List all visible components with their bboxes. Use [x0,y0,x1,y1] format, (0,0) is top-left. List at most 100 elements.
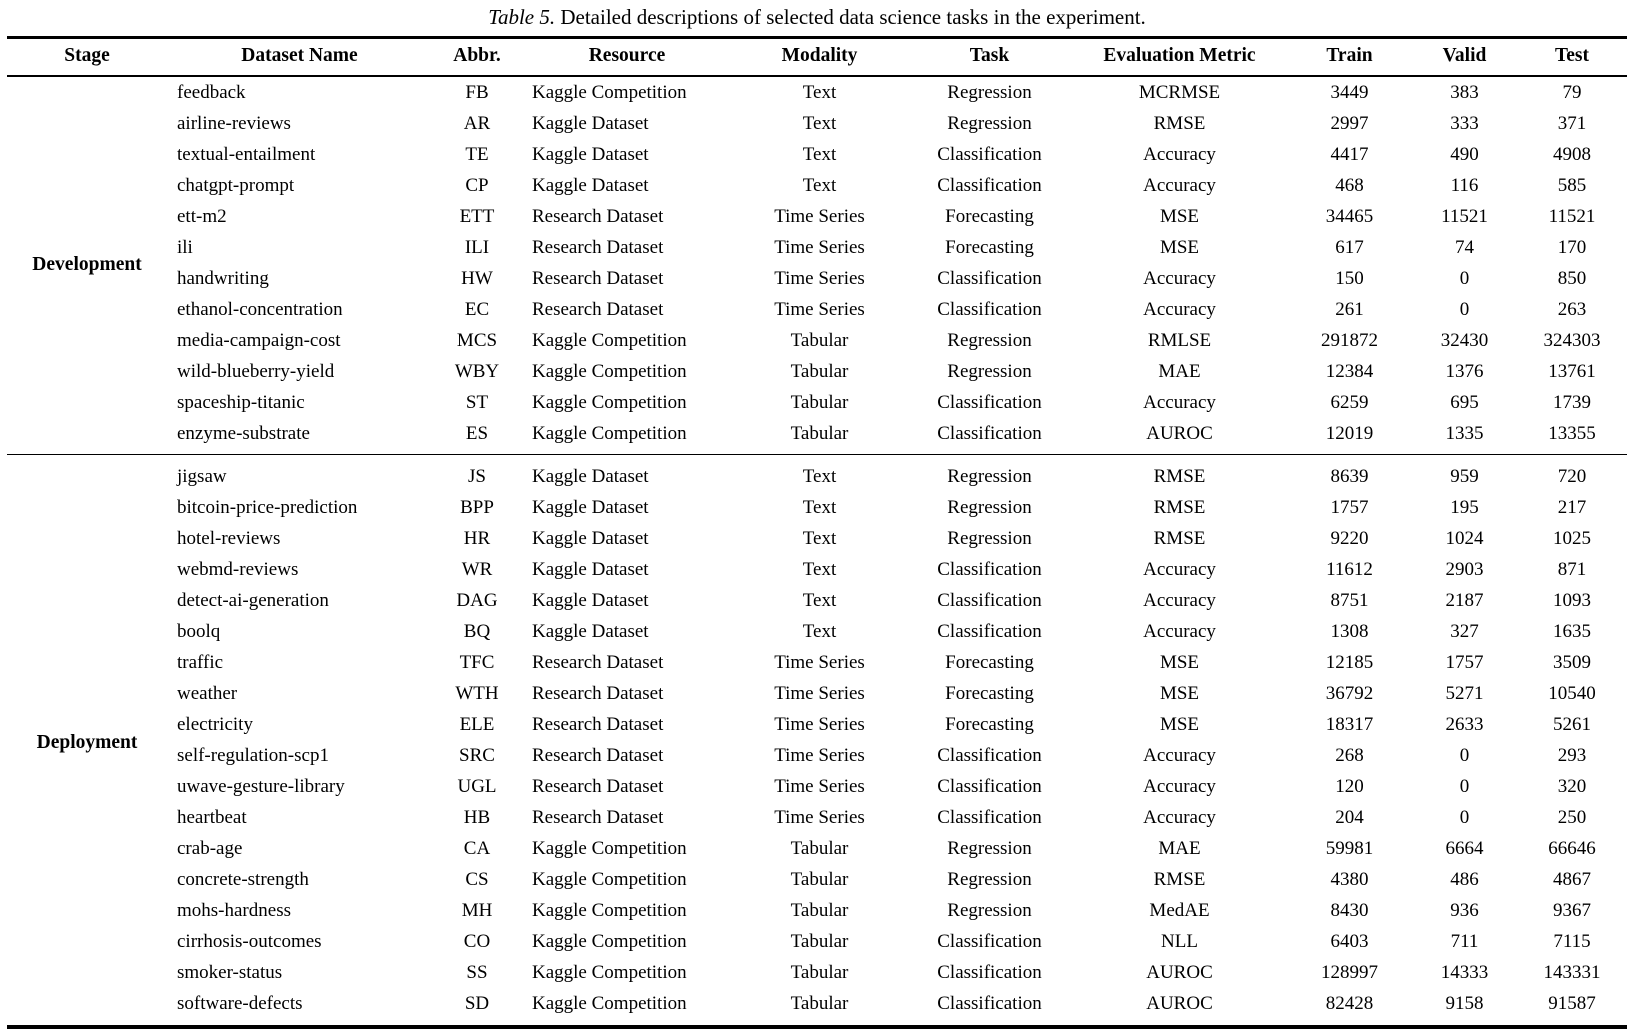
train-count-cell: 8751 [1330,589,1369,611]
column-header-train: Train [1287,37,1412,77]
dataset-name-cell: weather [177,682,238,704]
evaluation-metric-cell: Accuracy [1143,174,1216,196]
task-cell: Regression [947,899,1032,921]
table-row: uwave-gesture-library UGL Research Dataset… [7,771,1627,802]
table-row: heartbeat HB Research Dataset Time Series Cl… [7,802,1627,833]
modality-cell: Tabular [790,360,849,382]
resource-cell: Research Dataset [532,713,664,735]
evaluation-metric-cell: RMLSE [1147,329,1212,351]
train-count-cell: 12384 [1325,360,1374,382]
train-count-cell: 4380 [1330,868,1369,890]
train-count-cell: 8639 [1287,453,1412,492]
table-row: bitcoin-price-prediction BPP Kaggle Datase… [7,492,1627,523]
abbr-cell: MCS [456,329,498,351]
train-count-cell: 2997 [1330,112,1369,134]
table-row: airline-reviews AR Kaggle Dataset Text Regre… [7,108,1627,139]
valid-count-cell: 486 [1450,868,1479,890]
table-row: chatgpt-prompt CP Kaggle Dataset Text Classi… [7,170,1627,201]
train-count-cell: 18317 [1325,713,1374,735]
modality-cell: Time Series [774,298,865,320]
valid-count-cell: 383 [1450,81,1479,103]
evaluation-metric-cell: Accuracy [1143,775,1216,797]
task-cell: Forecasting [945,651,1034,673]
train-count-cell: 11612 [1326,558,1373,580]
task-cell: Regression [947,868,1032,890]
test-count-cell: 7115 [1553,930,1591,952]
valid-count-cell: 490 [1450,143,1479,165]
evaluation-metric-cell: AUROC [1146,422,1213,444]
train-count-cell: 6259 [1330,391,1369,413]
test-count-cell: 170 [1557,236,1587,258]
test-count-cell: 11521 [1548,205,1596,227]
task-cell: Forecasting [945,236,1034,258]
dataset-name-cell: smoker-status [177,961,283,983]
table-row: Deployment jigsaw JS Kaggle Dataset Text Regr… [7,453,1627,1027]
table-row: wild-blueberry-yield WBY Kaggle Competitio… [7,356,1627,387]
evaluation-metric-cell: Accuracy [1143,806,1216,828]
abbr-cell: ES [465,422,489,444]
abbr-cell: TFC [459,651,495,673]
table-header: Stage Dataset Name Abbr. Resource Modality Ta… [7,37,1627,77]
table-row: ili ILI Research Dataset Time Series Forecas… [7,232,1627,263]
valid-count-cell: 116 [1450,174,1479,196]
task-cell: Classification [937,143,1042,165]
train-count-cell: 12019 [1325,422,1374,444]
dataset-name-cell: jigsaw [167,453,432,492]
dataset-name-cell: feedback [177,81,246,103]
resource-cell: Kaggle Dataset [532,527,649,549]
evaluation-metric-cell: RMSE [1153,868,1206,890]
modality-cell: Text [802,174,837,196]
test-count-cell: 850 [1557,267,1587,289]
valid-count-cell: 333 [1450,112,1479,134]
modality-cell: Time Series [774,744,865,766]
resource-cell: Kaggle Competition [532,422,687,444]
modality-cell: Time Series [774,236,865,258]
evaluation-metric-cell: RMSE [1153,527,1206,549]
dataset-name-cell: detect-ai-generation [177,589,329,611]
modality-cell: Tabular [790,961,849,983]
column-header-abbr: Abbr. [432,37,522,77]
test-count-cell: 91587 [1548,992,1596,1014]
evaluation-metric-cell: Accuracy [1143,558,1216,580]
test-count-cell: 4908 [1553,143,1591,165]
dataset-name-cell: uwave-gesture-library [177,775,345,797]
valid-count-cell: 0 [1459,744,1470,766]
test-count-cell: 720 [1517,453,1627,492]
dataset-name-cell: bitcoin-price-prediction [177,496,358,518]
table-row: media-campaign-cost MCS Kaggle Competition… [7,325,1627,356]
evaluation-metric-cell: Accuracy [1143,744,1216,766]
resource-cell: Research Dataset [532,775,664,797]
test-count-cell: 320 [1557,775,1587,797]
resource-cell: Research Dataset [532,298,664,320]
resource-cell: Kaggle Competition [532,837,687,859]
train-count-cell: 120 [1335,775,1364,797]
dataset-name-cell: crab-age [177,837,243,859]
abbr-cell: WTH [455,682,499,704]
resource-cell: Kaggle Dataset [532,496,649,518]
task-cell: Classification [937,267,1042,289]
valid-count-cell: 959 [1412,453,1517,492]
abbr-cell: CS [465,868,489,890]
abbr-cell: TE [465,143,489,165]
dataset-name-cell: ili [177,236,193,258]
dataset-name-cell: cirrhosis-outcomes [177,930,322,952]
abbr-cell: ILI [464,236,490,258]
test-count-cell: 293 [1557,744,1587,766]
dataset-name-cell: traffic [177,651,224,673]
table-row: concrete-strength CS Kaggle Competition Tab… [7,864,1627,895]
table-row: Development feedback FB Kaggle Competition T… [7,76,1627,275]
valid-count-cell: 0 [1459,806,1470,828]
dataset-name-cell: wild-blueberry-yield [177,360,335,382]
train-count-cell: 617 [1335,236,1364,258]
task-cell: Classification [937,174,1042,196]
modality-cell: Time Series [774,205,865,227]
modality-cell: Text [802,589,837,611]
abbr-cell: HB [463,806,491,828]
table-row: electricity ELE Research Dataset Time Serie… [7,709,1627,740]
modality-cell: Time Series [774,651,865,673]
train-count-cell: 4417 [1330,143,1369,165]
column-header-valid: Valid [1412,37,1517,77]
resource-cell: Research Dataset [532,236,664,258]
train-count-cell: 1757 [1330,496,1369,518]
